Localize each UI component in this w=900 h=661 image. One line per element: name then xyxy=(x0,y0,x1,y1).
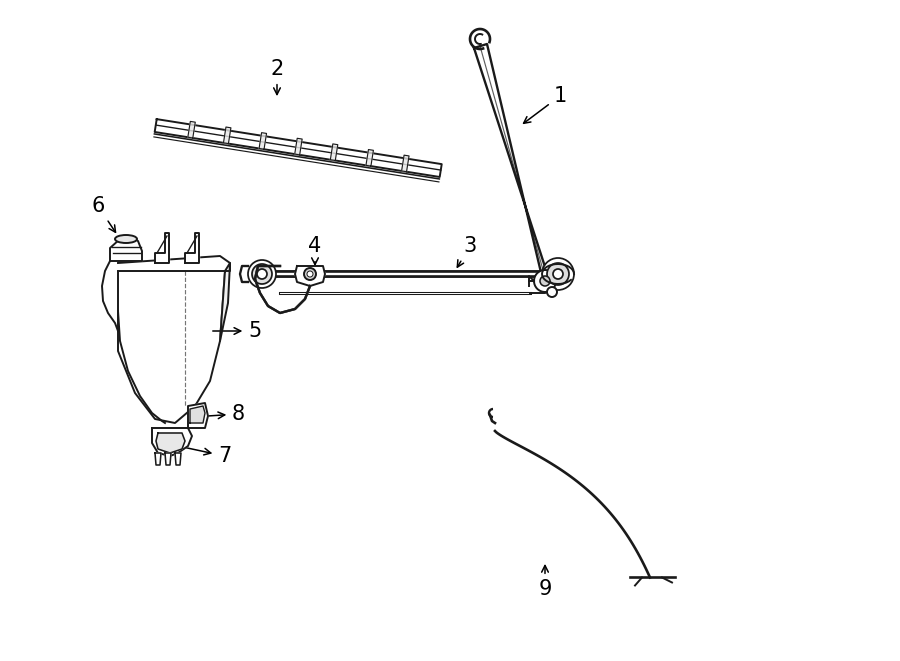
Text: 6: 6 xyxy=(91,196,115,232)
Circle shape xyxy=(257,269,267,279)
Polygon shape xyxy=(110,236,142,261)
Text: 7: 7 xyxy=(181,446,231,466)
Polygon shape xyxy=(165,453,171,465)
Circle shape xyxy=(540,276,550,286)
Polygon shape xyxy=(155,233,169,263)
Circle shape xyxy=(248,260,276,288)
Polygon shape xyxy=(366,149,373,166)
Circle shape xyxy=(304,268,316,280)
Polygon shape xyxy=(474,44,547,281)
Ellipse shape xyxy=(115,235,137,243)
Polygon shape xyxy=(118,271,225,423)
Polygon shape xyxy=(185,233,199,263)
Polygon shape xyxy=(156,433,185,453)
Polygon shape xyxy=(190,406,205,423)
Polygon shape xyxy=(330,144,338,161)
Polygon shape xyxy=(155,119,442,177)
Polygon shape xyxy=(188,403,208,428)
Polygon shape xyxy=(255,271,570,276)
Text: 1: 1 xyxy=(524,86,567,124)
Polygon shape xyxy=(294,138,302,155)
Circle shape xyxy=(307,271,313,277)
Circle shape xyxy=(547,287,557,297)
Text: 2: 2 xyxy=(270,59,284,95)
Circle shape xyxy=(553,269,563,279)
Text: 8: 8 xyxy=(194,404,245,424)
Text: 5: 5 xyxy=(212,321,261,341)
Polygon shape xyxy=(223,127,231,143)
Text: 3: 3 xyxy=(457,236,477,267)
Polygon shape xyxy=(118,256,230,271)
Text: 9: 9 xyxy=(538,566,552,599)
Circle shape xyxy=(547,263,569,285)
Text: 4: 4 xyxy=(309,236,321,264)
Polygon shape xyxy=(188,122,195,138)
Polygon shape xyxy=(295,266,325,286)
Circle shape xyxy=(534,270,556,292)
Circle shape xyxy=(542,258,574,290)
Polygon shape xyxy=(152,428,192,456)
Polygon shape xyxy=(401,155,409,172)
Polygon shape xyxy=(220,263,230,341)
Circle shape xyxy=(252,264,272,284)
Polygon shape xyxy=(175,453,181,465)
Polygon shape xyxy=(259,133,266,149)
Polygon shape xyxy=(155,453,161,465)
